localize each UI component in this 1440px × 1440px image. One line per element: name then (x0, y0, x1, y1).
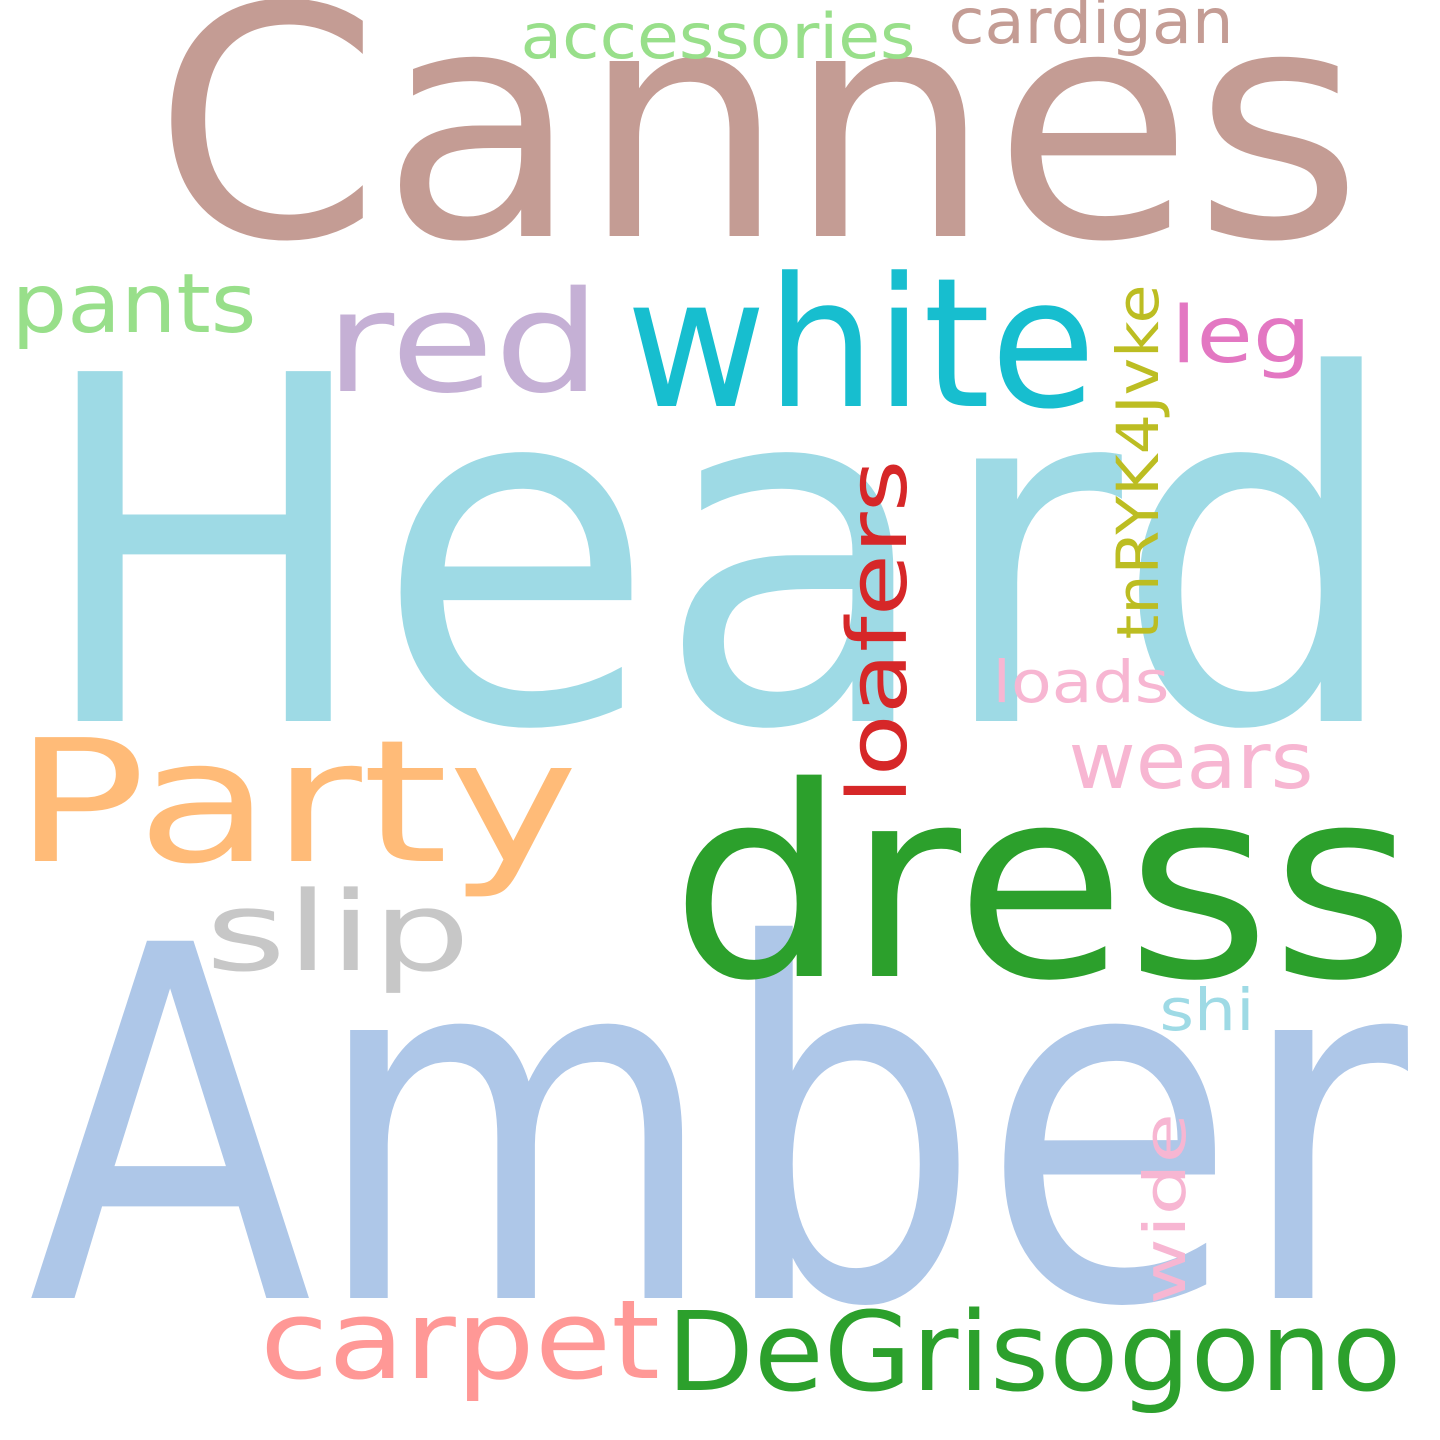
word-tnryk4jvke: tnRYK4Jvke (1104, 285, 1172, 640)
word-slip: slip (206, 868, 471, 996)
word-pants: pants (12, 257, 257, 352)
word-cardigan: cardigan (949, 0, 1234, 58)
word-carpet: carpet (260, 1276, 660, 1404)
word-wears: wears (1069, 717, 1314, 807)
word-dress: dress (671, 731, 1416, 1039)
word-shi: shi (1160, 976, 1255, 1044)
word-white: white (626, 240, 1096, 449)
word-heard: Heard (33, 276, 1403, 835)
word-loafers: loafers (831, 460, 926, 805)
word-degrisogono: DeGrisogono (667, 1288, 1402, 1416)
word-wide: wide (1131, 1113, 1199, 1305)
word-leg: leg (1171, 291, 1311, 381)
word-amber: Amber (28, 843, 1412, 1414)
word-loads: loads (993, 648, 1170, 716)
word-accessories: accessories (521, 0, 916, 73)
word-cannes: Cannes (153, 0, 1363, 312)
word-red: red (325, 262, 601, 425)
word-party: Party (14, 704, 579, 902)
